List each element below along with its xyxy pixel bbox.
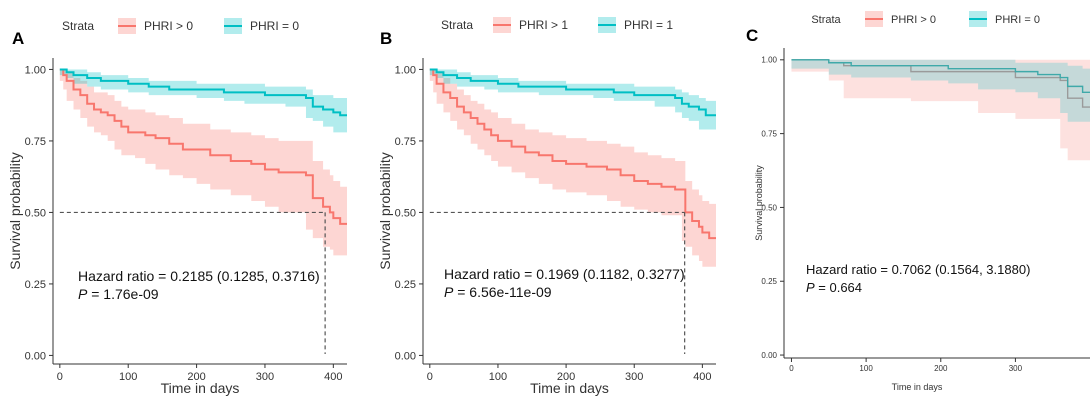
- confidence-band-2: [59, 69, 347, 133]
- x-tick-label: 300: [1009, 364, 1023, 373]
- legend-title: Strata: [62, 19, 94, 33]
- chart-panel-b: 0.00 0.25 0.50 0.75 1.00 0 100 200 300 400 Time in…: [377, 17, 716, 396]
- y-axis-label: Survival probability: [754, 165, 764, 241]
- x-tick-label: 400: [693, 371, 711, 383]
- y-tick-label: 0.50: [761, 203, 777, 212]
- y-tick-label: 0.00: [395, 350, 416, 362]
- chart-panel-a: 0.00 0.25 0.50 0.75 1.00 0 100 200 300 400 Time in…: [7, 18, 347, 396]
- panel-letter: B: [380, 29, 392, 48]
- legend-entry-label: PHRI > 0: [144, 19, 193, 33]
- hazard-ratio-text: Hazard ratio = 0.1969 (0.1182, 0.3277): [444, 266, 685, 282]
- y-tick-label: 1.00: [395, 64, 416, 76]
- legend-entry-label: PHRI > 0: [891, 14, 936, 26]
- x-tick-label: 100: [119, 371, 137, 383]
- x-tick-label: 100: [489, 371, 507, 383]
- survival-curve-1: [59, 68, 347, 225]
- plot-area: [59, 68, 347, 256]
- plot-area: [429, 68, 716, 267]
- chart-panel-c: 0.00 0.25 0.50 0.75 1.00 0 100 200 300 Time in da…: [746, 11, 1090, 392]
- survival-curve-2: [429, 68, 716, 117]
- legend-entry-label: PHRI > 1: [519, 18, 568, 32]
- y-tick-label: 0.25: [761, 277, 777, 286]
- y-axis-label: Survival probability: [377, 152, 393, 270]
- p-value-number: = 6.56e-11e-09: [453, 284, 551, 300]
- x-tick-label: 0: [427, 371, 433, 383]
- x-axis-label: Time in days: [892, 382, 943, 392]
- y-tick-label: 0.50: [395, 207, 416, 219]
- x-tick-label: 200: [934, 364, 948, 373]
- x-tick-label: 400: [324, 371, 342, 383]
- legend-title: Strata: [441, 18, 473, 32]
- y-tick-label: 0.75: [25, 136, 46, 148]
- panel-letter: A: [12, 29, 24, 48]
- y-tick-label: 0.00: [761, 351, 777, 360]
- survival-curve-2: [791, 59, 1090, 93]
- y-tick-label: 0.25: [395, 279, 416, 291]
- x-tick-label: 0: [57, 371, 63, 383]
- legend-entry-label: PHRI = 1: [624, 18, 673, 32]
- p-value-text: P = 1.76e-09: [78, 286, 159, 302]
- panel-letter: C: [746, 26, 758, 45]
- x-tick-label: 100: [859, 364, 873, 373]
- p-value-text: P = 6.56e-11e-09: [444, 284, 552, 300]
- x-tick-label: 200: [187, 371, 205, 383]
- x-tick-label: 300: [625, 371, 643, 383]
- confidence-band-1: [791, 59, 1090, 161]
- y-tick-label: 0.50: [25, 207, 46, 219]
- confidence-band-1: [429, 69, 716, 267]
- legend-entry-label: PHRI = 0: [995, 14, 1040, 26]
- x-axis-label: Time in days: [161, 380, 240, 396]
- legend-title: Strata: [811, 14, 841, 26]
- x-tick-label: 0: [789, 364, 794, 373]
- y-tick-label: 1.00: [761, 56, 777, 65]
- x-tick-label: 300: [256, 371, 274, 383]
- p-value-number: = 0.664: [815, 280, 862, 295]
- y-tick-label: 0.75: [761, 129, 777, 138]
- survival-curve-2: [59, 68, 347, 117]
- y-axis-label: Survival probability: [7, 152, 23, 270]
- p-value-label: P: [444, 284, 454, 300]
- hazard-ratio-text: Hazard ratio = 0.7062 (0.1564, 3.1880): [806, 262, 1030, 277]
- x-axis-label: Time in days: [530, 380, 609, 396]
- confidence-band-1: [59, 69, 347, 256]
- y-tick-label: 1.00: [25, 64, 46, 76]
- y-tick-label: 0.75: [395, 136, 416, 148]
- hazard-ratio-text: Hazard ratio = 0.2185 (0.1285, 0.3716): [78, 268, 320, 284]
- p-value-label: P: [78, 286, 88, 302]
- p-value-label: P: [806, 280, 815, 295]
- y-tick-label: 0.00: [25, 350, 46, 362]
- p-value-number: = 1.76e-09: [87, 286, 158, 302]
- survival-curve-1: [429, 68, 716, 240]
- plot-area: [791, 59, 1090, 161]
- x-tick-label: 200: [557, 371, 575, 383]
- y-tick-label: 0.25: [25, 279, 46, 291]
- legend-entry-label: PHRI = 0: [250, 19, 299, 33]
- p-value-text: P = 0.664: [806, 280, 862, 295]
